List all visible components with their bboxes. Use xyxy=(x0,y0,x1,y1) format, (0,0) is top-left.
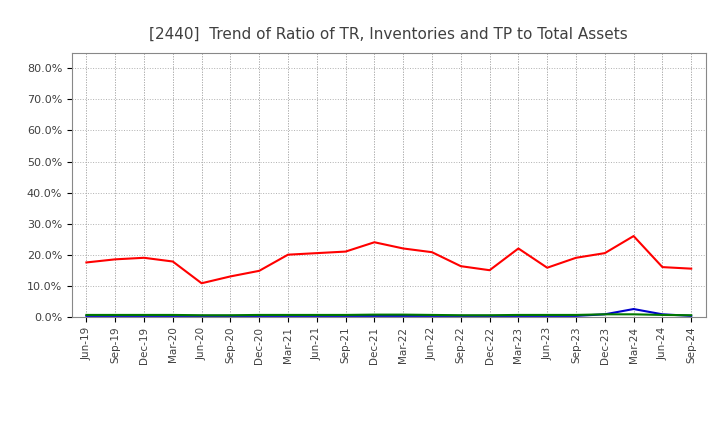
Trade Receivables xyxy=(399,246,408,251)
Trade Payables xyxy=(255,312,264,318)
Trade Receivables xyxy=(514,246,523,251)
Trade Receivables xyxy=(485,268,494,273)
Inventories xyxy=(600,312,609,317)
Inventories xyxy=(543,313,552,319)
Trade Receivables xyxy=(687,266,696,271)
Trade Receivables xyxy=(82,260,91,265)
Trade Receivables xyxy=(456,264,465,269)
Trade Payables xyxy=(226,312,235,318)
Inventories xyxy=(687,313,696,319)
Inventories xyxy=(284,313,292,319)
Inventories xyxy=(82,313,91,319)
Trade Receivables xyxy=(197,281,206,286)
Inventories xyxy=(658,312,667,317)
Trade Receivables xyxy=(543,265,552,270)
Trade Payables xyxy=(658,312,667,318)
Trade Payables xyxy=(687,312,696,318)
Trade Receivables xyxy=(226,274,235,279)
Trade Receivables xyxy=(629,233,638,238)
Inventories xyxy=(428,313,436,319)
Trade Receivables xyxy=(255,268,264,274)
Trade Receivables xyxy=(284,252,292,257)
Inventories xyxy=(514,313,523,319)
Line: Trade Payables: Trade Payables xyxy=(86,314,691,315)
Inventories xyxy=(399,313,408,319)
Trade Payables xyxy=(572,312,580,318)
Line: Inventories: Inventories xyxy=(86,309,691,316)
Trade Payables xyxy=(284,312,292,318)
Inventories xyxy=(572,313,580,319)
Trade Receivables xyxy=(600,250,609,256)
Trade Payables xyxy=(485,312,494,318)
Trade Receivables xyxy=(111,257,120,262)
Title: [2440]  Trend of Ratio of TR, Inventories and TP to Total Assets: [2440] Trend of Ratio of TR, Inventories… xyxy=(150,27,628,42)
Trade Payables xyxy=(341,312,350,318)
Trade Receivables xyxy=(658,264,667,270)
Inventories xyxy=(140,313,148,319)
Inventories xyxy=(111,313,120,319)
Trade Payables xyxy=(428,312,436,318)
Trade Receivables xyxy=(428,249,436,255)
Trade Receivables xyxy=(312,250,321,256)
Trade Receivables xyxy=(140,255,148,260)
Inventories xyxy=(168,313,177,319)
Trade Payables xyxy=(312,312,321,318)
Trade Receivables xyxy=(370,240,379,245)
Trade Payables xyxy=(399,312,408,317)
Inventories xyxy=(341,313,350,319)
Trade Payables xyxy=(111,312,120,318)
Line: Trade Receivables: Trade Receivables xyxy=(86,236,691,283)
Trade Payables xyxy=(370,312,379,317)
Inventories xyxy=(629,306,638,312)
Inventories xyxy=(255,313,264,319)
Trade Payables xyxy=(600,312,609,317)
Trade Receivables xyxy=(341,249,350,254)
Trade Payables xyxy=(456,312,465,318)
Inventories xyxy=(370,313,379,319)
Inventories xyxy=(485,313,494,319)
Trade Payables xyxy=(168,312,177,318)
Inventories xyxy=(226,313,235,319)
Trade Payables xyxy=(197,312,206,318)
Trade Payables xyxy=(82,312,91,318)
Trade Receivables xyxy=(168,259,177,264)
Inventories xyxy=(456,313,465,319)
Trade Payables xyxy=(629,312,638,317)
Trade Receivables xyxy=(572,255,580,260)
Inventories xyxy=(197,313,206,319)
Trade Payables xyxy=(514,312,523,318)
Trade Payables xyxy=(140,312,148,318)
Trade Payables xyxy=(543,312,552,318)
Inventories xyxy=(312,313,321,319)
